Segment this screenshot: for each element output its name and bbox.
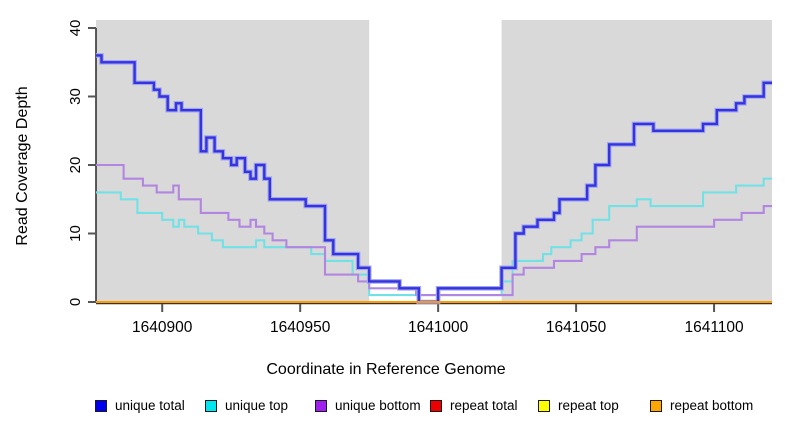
- x-tick-label: 1640950: [270, 319, 331, 336]
- series-unique-total: [96, 54, 772, 304]
- x-tick-label: 1640900: [132, 319, 193, 336]
- y-tick-label: 0: [67, 298, 84, 306]
- x-tick-label: 1641100: [684, 319, 744, 336]
- y-tick-label: 30: [67, 88, 84, 105]
- y-axis-title: Read Coverage Depth: [14, 86, 31, 246]
- y-tick-label: 40: [67, 20, 84, 37]
- x-tick-label: 1641050: [546, 319, 607, 336]
- x-tick-label: 1641000: [408, 319, 469, 336]
- highlight-region: [369, 20, 502, 302]
- y-tick-label: 10: [67, 225, 84, 242]
- series-unique-bottom: [96, 163, 772, 297]
- series-unique-top: [96, 177, 772, 297]
- y-tick-label: 20: [67, 157, 84, 174]
- x-axis-title: Coordinate in Reference Genome: [266, 361, 506, 378]
